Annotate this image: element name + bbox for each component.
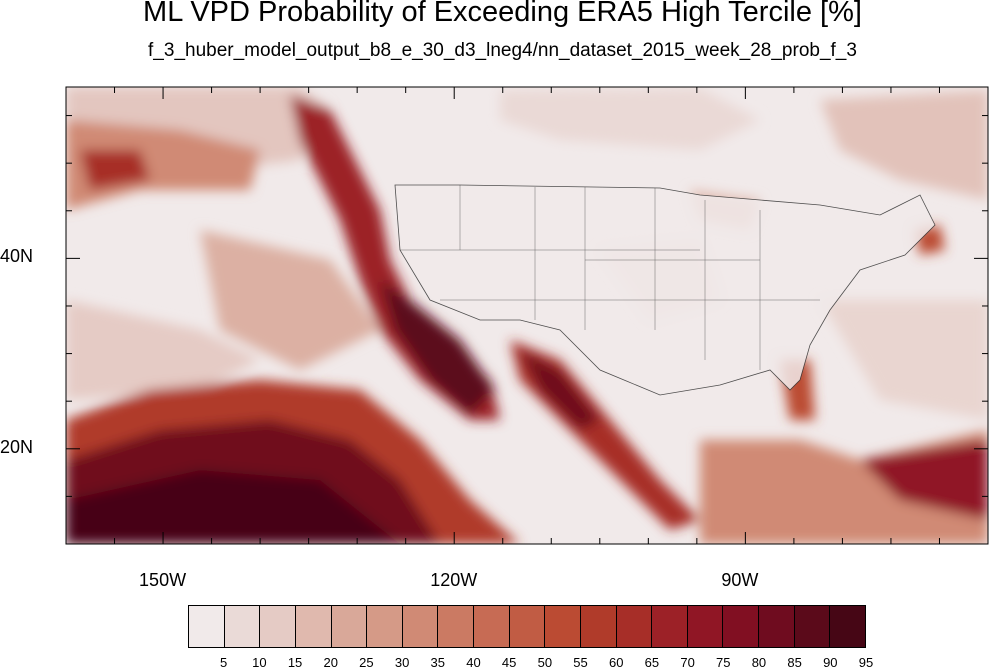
- colorbar-swatch: [723, 606, 759, 647]
- map-frame: [65, 86, 989, 545]
- colorbar-label: 95: [858, 655, 874, 670]
- colorbar-label: 30: [394, 655, 410, 670]
- colorbar-label: 80: [751, 655, 767, 670]
- colorbar-label: 20: [323, 655, 338, 670]
- colorbar-swatch: [402, 606, 439, 647]
- lon-tick-label: 90W: [721, 570, 759, 590]
- colorbar-swatch: [545, 606, 581, 647]
- colorbar-label: 55: [573, 655, 588, 670]
- colorbar-label: 90: [823, 655, 838, 670]
- colorbar-swatch: [189, 606, 225, 647]
- colorbar-label: 35: [430, 655, 446, 670]
- colorbar-label: 75: [716, 655, 731, 670]
- colorbar-label: 50: [537, 655, 553, 670]
- land-outline: [394, 184, 936, 396]
- colorbar-label: 10: [252, 655, 267, 670]
- colorbar-swatch: [331, 606, 368, 647]
- colorbar-swatch: [438, 606, 474, 647]
- state-boundaries: [400, 185, 820, 370]
- colorbar-swatch: [509, 606, 546, 647]
- colorbar-swatch: [616, 606, 653, 647]
- colorbar-swatch: [759, 606, 795, 647]
- colorbar-swatch: [794, 606, 831, 647]
- colorbar-swatch: [474, 606, 510, 647]
- axis-ticks: [66, 87, 989, 544]
- colorbar-label: 45: [501, 655, 517, 670]
- colorbar-label: 40: [466, 655, 481, 670]
- colorbar-label: 70: [680, 655, 695, 670]
- colorbar-swatch: [580, 606, 617, 647]
- probability-map: [65, 86, 989, 545]
- lat-tick-label: 20N: [0, 436, 34, 457]
- colorbar-swatch: [224, 606, 261, 647]
- colorbar-label: 85: [787, 655, 802, 670]
- colorbar-swatch: [260, 606, 296, 647]
- colorbar-label: 65: [644, 655, 660, 670]
- lon-tick-label: 150W: [139, 570, 187, 590]
- colorbar-swatch: [830, 606, 865, 647]
- colorbar: [188, 605, 866, 648]
- colorbar-label: 15: [287, 655, 303, 670]
- chart-subtitle: f_3_huber_model_output_b8_e_30_d3_lneg4/…: [148, 40, 857, 61]
- colorbar-label: 25: [359, 655, 374, 670]
- chart-title: ML VPD Probability of Exceeding ERA5 Hig…: [143, 0, 862, 28]
- colorbar-swatch: [687, 606, 724, 647]
- lat-tick-label: 40N: [0, 246, 34, 267]
- colorbar-swatch: [367, 606, 403, 647]
- colorbar-swatch: [652, 606, 688, 647]
- colorbar-label: 60: [608, 655, 624, 670]
- lon-tick-label: 120W: [430, 570, 478, 590]
- colorbar-label: 5: [220, 655, 228, 670]
- colorbar-swatch: [295, 606, 332, 647]
